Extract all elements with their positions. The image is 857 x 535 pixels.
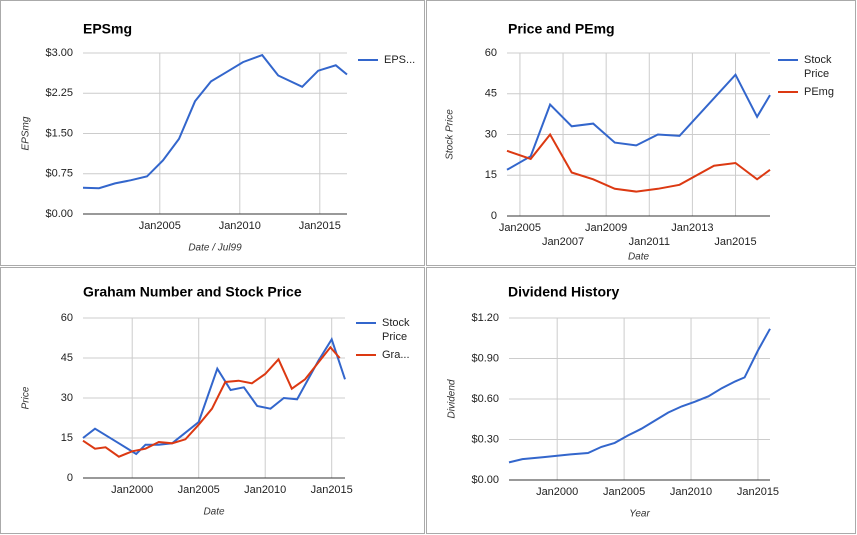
chart-title: Dividend History [508, 284, 619, 300]
legend-label: Gra... [382, 349, 410, 361]
data-line [82, 336, 346, 456]
x-tick-label: Jan2000 [536, 486, 578, 498]
x-axis-title: Date [628, 252, 650, 263]
data-line [82, 53, 348, 190]
y-tick-label: 15 [485, 169, 497, 181]
y-tick-label: 0 [491, 210, 497, 222]
y-tick-label: $0.00 [471, 474, 499, 486]
y-tick-label: $1.20 [471, 312, 499, 324]
x-tick-label: Jan2015 [737, 486, 779, 498]
y-tick-label: $0.75 [45, 168, 73, 180]
chart-title: Price and PEmg [508, 21, 615, 37]
y-tick-label: $0.30 [471, 433, 499, 445]
y-tick-label: $0.90 [471, 352, 499, 364]
y-axis-title: Dividend [447, 379, 458, 418]
data-line [506, 132, 771, 193]
x-tick-label: Jan2007 [542, 236, 584, 248]
x-tick-label: Jan2015 [299, 220, 341, 232]
x-axis-title: Year [629, 509, 650, 520]
data-line [506, 72, 771, 171]
y-tick-label: 45 [485, 88, 497, 100]
y-tick-label: $0.00 [45, 208, 73, 220]
y-tick-label: 30 [61, 392, 73, 404]
y-tick-label: 0 [67, 472, 73, 484]
legend-label: PEmg [804, 86, 834, 98]
chart-title: Graham Number and Stock Price [83, 284, 302, 300]
data-line [82, 345, 341, 458]
x-tick-label: Jan2010 [219, 220, 261, 232]
legend-label: Stock Price [804, 54, 835, 80]
panel [426, 0, 856, 266]
y-axis-title: EPSmg [21, 116, 32, 150]
y-tick-label: 60 [485, 47, 497, 59]
y-tick-label: $0.60 [471, 393, 499, 405]
y-tick-label: 30 [485, 128, 497, 140]
data-line [508, 328, 771, 464]
x-tick-label: Jan2005 [603, 486, 645, 498]
x-tick-label: Jan2013 [671, 222, 713, 234]
x-tick-label: Jan2010 [670, 486, 712, 498]
x-axis-title: Date [203, 507, 225, 518]
x-tick-label: Jan2011 [629, 236, 670, 248]
panel [0, 267, 425, 534]
panel [426, 267, 856, 534]
y-tick-label: 60 [61, 312, 73, 324]
y-tick-label: $1.50 [45, 127, 73, 139]
x-tick-label: Jan2005 [139, 220, 181, 232]
y-axis-title: Price [21, 386, 32, 409]
y-axis-title: Stock Price [445, 109, 456, 160]
y-tick-label: 45 [61, 352, 73, 364]
legend-label: Stock Price [382, 317, 413, 343]
x-tick-label: Jan2009 [585, 222, 627, 234]
y-tick-label: $3.00 [45, 47, 73, 59]
x-tick-label: Jan2015 [714, 236, 756, 248]
x-tick-label: Jan2010 [244, 484, 286, 496]
chart-title: EPSmg [83, 21, 132, 37]
y-tick-label: $2.25 [45, 87, 73, 99]
legend-label: EPS... [384, 54, 415, 66]
x-tick-label: Jan2000 [111, 484, 153, 496]
x-tick-label: Jan2005 [499, 222, 541, 234]
y-tick-label: 15 [61, 432, 73, 444]
x-tick-label: Jan2005 [178, 484, 220, 496]
x-axis-title: Date / Jul99 [188, 243, 242, 254]
x-tick-label: Jan2015 [311, 484, 353, 496]
